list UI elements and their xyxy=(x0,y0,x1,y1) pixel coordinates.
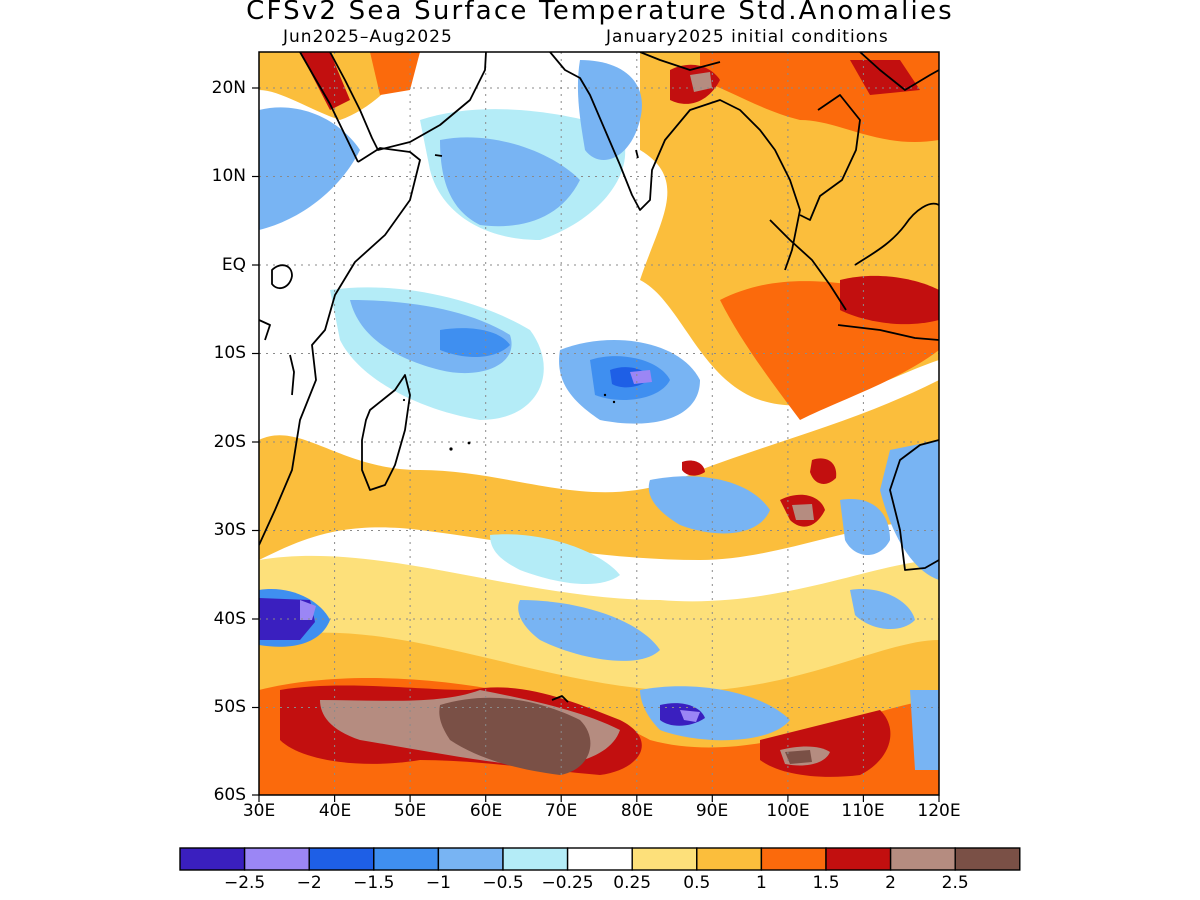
colorbar-swatch xyxy=(954,847,1021,871)
colorbar-label: 2.5 xyxy=(941,873,969,893)
lon-label: 80E xyxy=(620,801,654,821)
islands xyxy=(402,393,616,451)
colorbar-swatch xyxy=(308,847,375,871)
lat-label: 30S xyxy=(213,520,246,540)
colorbar-swatch xyxy=(373,847,440,871)
colorbar-label: 0.5 xyxy=(683,873,711,893)
colorbar-swatch xyxy=(631,847,698,871)
map-title: CFSv2 Sea Surface Temperature Std.Anomal… xyxy=(246,0,954,26)
lon-label: 70E xyxy=(544,801,578,821)
colorbar-label: 2 xyxy=(885,873,896,893)
colorbar-swatch xyxy=(889,847,956,871)
plot-frame xyxy=(258,51,940,796)
colorbar-swatch xyxy=(179,847,246,871)
lon-label: 30E xyxy=(242,801,276,821)
lon-label: 60E xyxy=(469,801,503,821)
lat-label: 20S xyxy=(213,432,246,452)
colorbar-label: −2.5 xyxy=(223,873,266,893)
lon-label: 110E xyxy=(841,801,885,821)
lon-label: 90E xyxy=(695,801,729,821)
lat-label: 20N xyxy=(211,78,246,98)
colorbar-swatch xyxy=(243,847,310,871)
colorbar xyxy=(179,847,1021,871)
coastlines xyxy=(259,52,939,703)
lat-label: 10N xyxy=(211,166,246,186)
initial-conditions: January2025 initial conditions xyxy=(606,27,889,47)
lat-label: 40S xyxy=(213,609,246,629)
anomaly-field xyxy=(259,52,939,795)
colorbar-label: −1.5 xyxy=(353,873,395,893)
colorbar-label: −1 xyxy=(425,873,451,893)
lat-label: EQ xyxy=(221,255,246,275)
lon-label: 120E xyxy=(917,801,961,821)
axis-ticks xyxy=(252,87,940,802)
grid-lines xyxy=(259,52,939,795)
colorbar-label: 1.5 xyxy=(812,873,840,893)
forecast-period: Jun2025–Aug2025 xyxy=(283,27,453,47)
colorbar-label: 0.25 xyxy=(613,873,652,893)
colorbar-swatch xyxy=(825,847,892,871)
colorbar-swatch xyxy=(566,847,633,871)
lat-label: 60S xyxy=(213,785,246,805)
lat-label: 50S xyxy=(213,697,246,717)
lon-label: 40E xyxy=(318,801,352,821)
colorbar-swatch xyxy=(437,847,504,871)
lon-label: 50E xyxy=(393,801,427,821)
colorbar-swatch xyxy=(760,847,827,871)
colorbar-swatch xyxy=(502,847,569,871)
colorbar-swatch xyxy=(696,847,763,871)
colorbar-label: −2 xyxy=(296,873,322,893)
lat-label: 10S xyxy=(213,343,246,363)
lon-label: 100E xyxy=(766,801,810,821)
colorbar-label: −0.5 xyxy=(482,873,524,893)
colorbar-label: −0.25 xyxy=(541,873,594,893)
colorbar-label: 1 xyxy=(755,873,767,893)
